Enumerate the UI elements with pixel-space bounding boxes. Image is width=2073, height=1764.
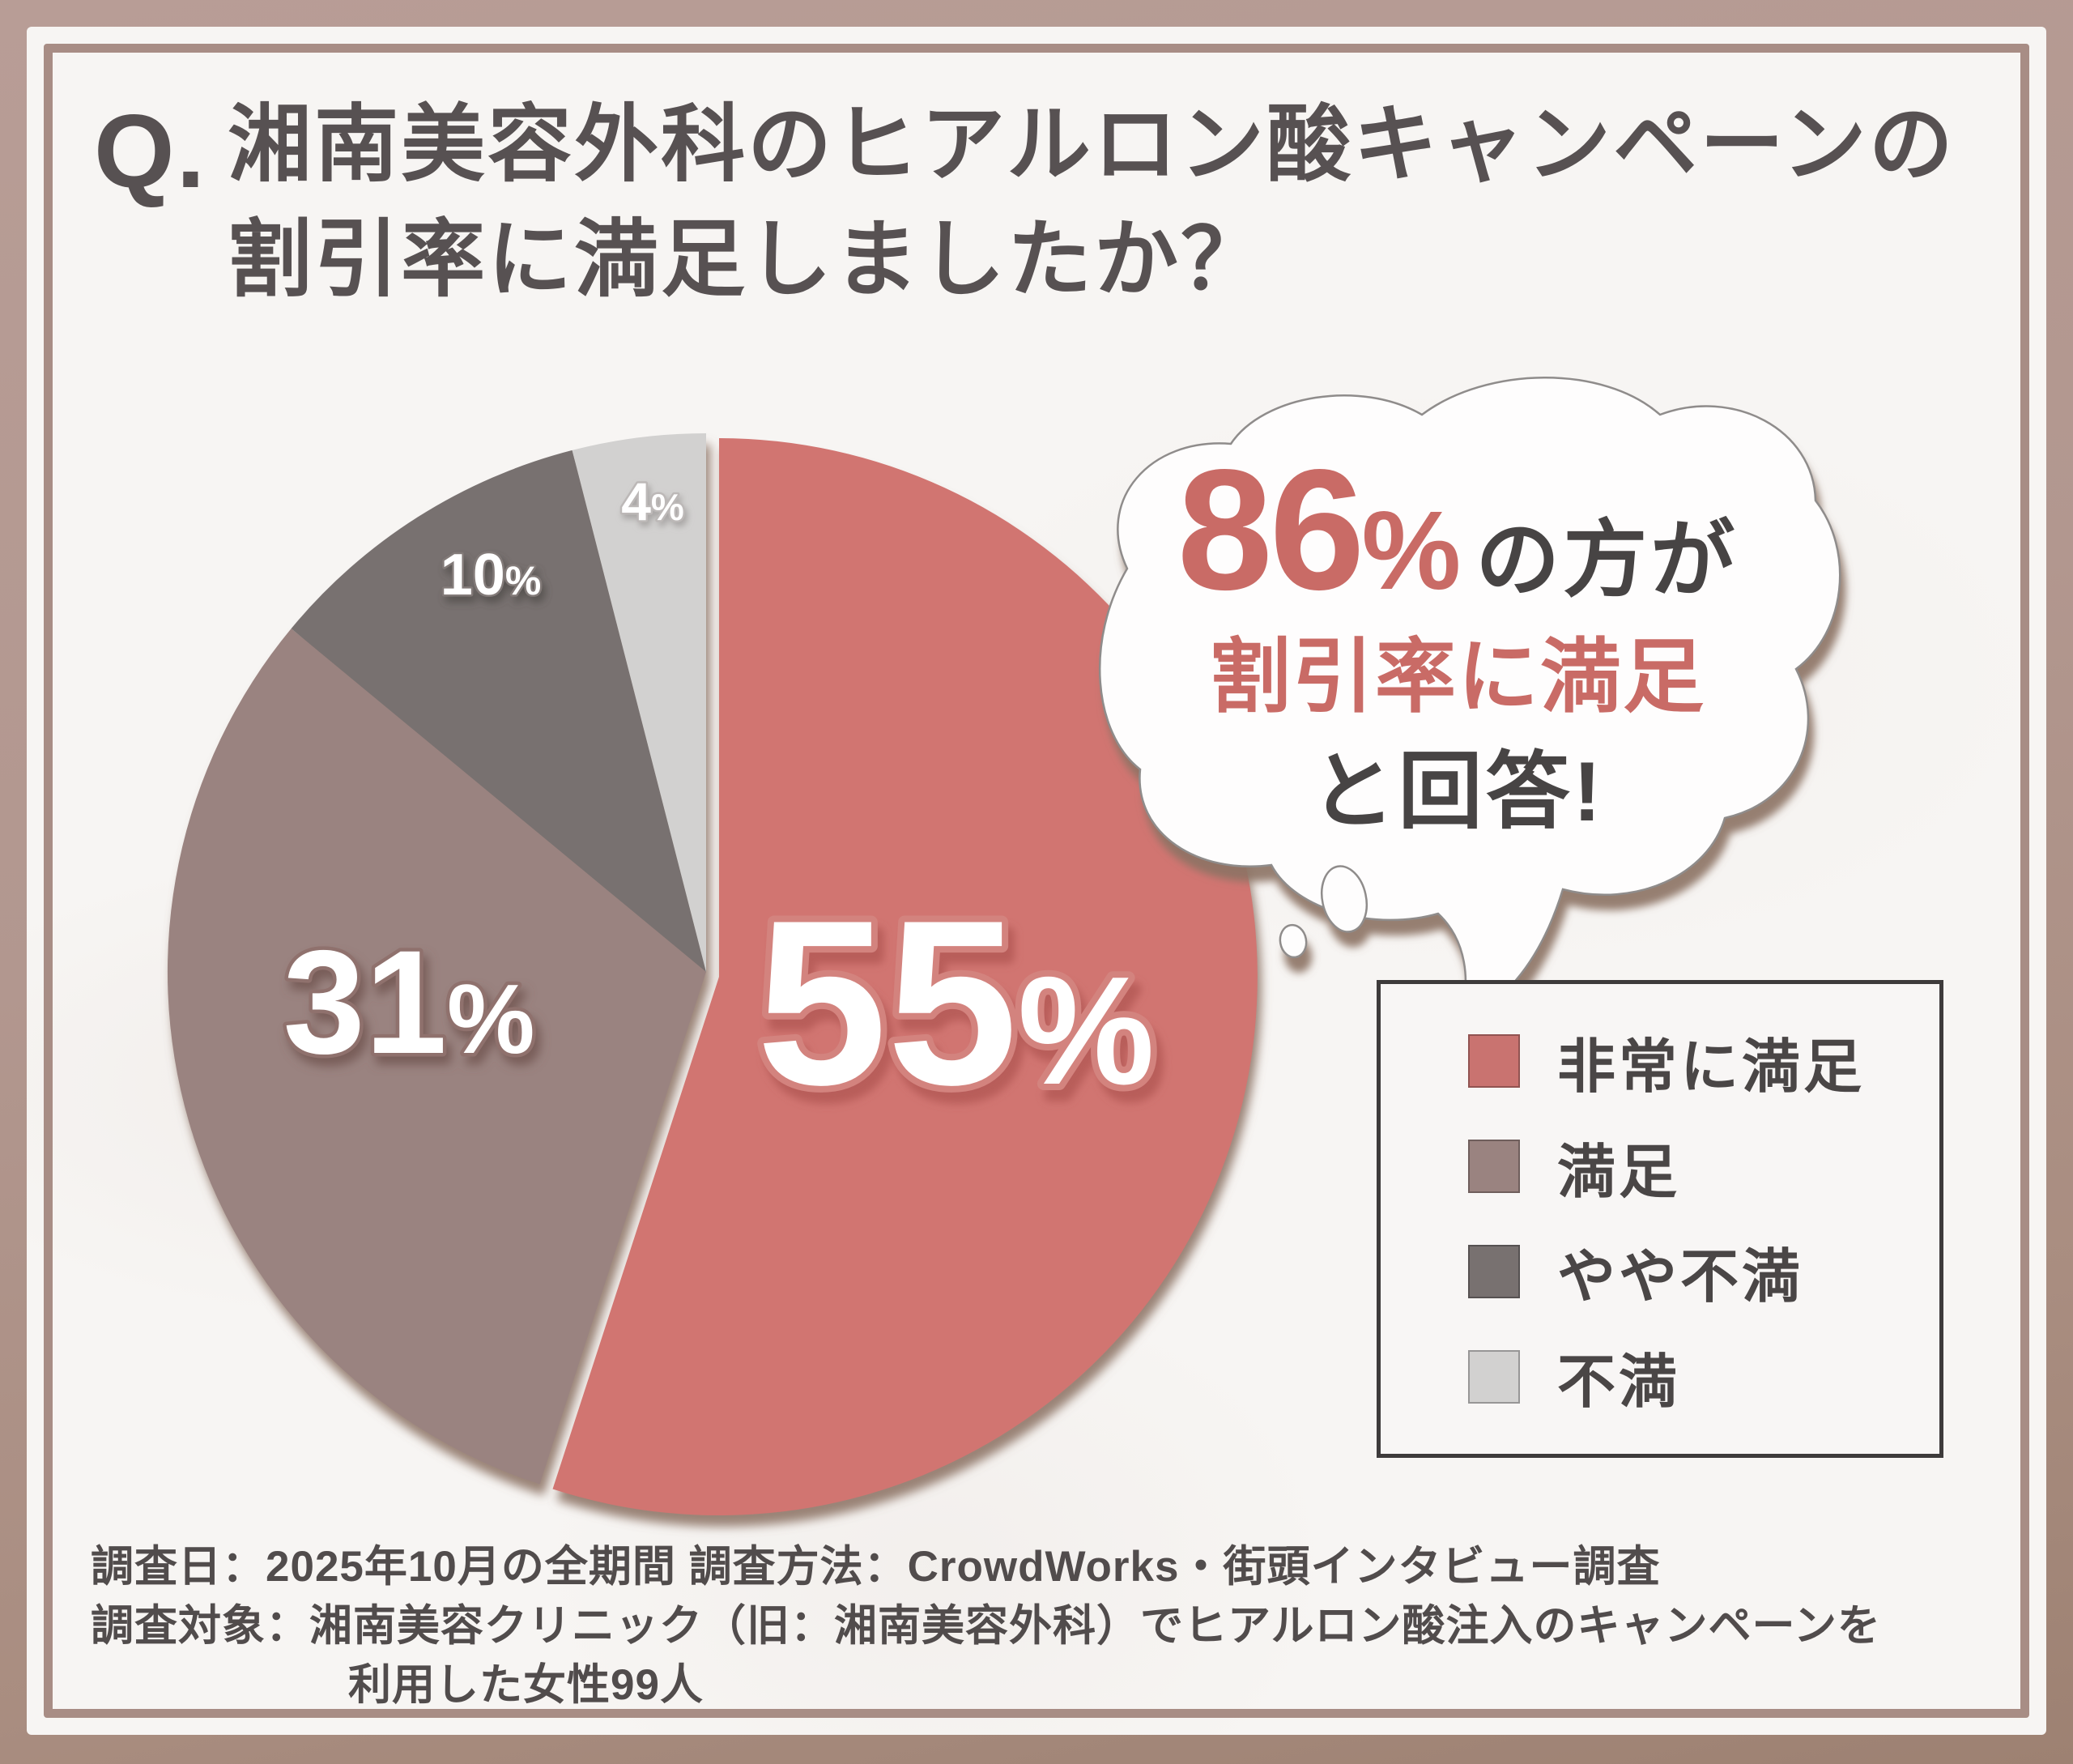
pie-label-10: 10% [441,543,542,607]
callout-text: 86% の方が 割引率に満足 と回答! [1085,444,1830,839]
legend-label-yaya-fuman: やや不満 [1557,1245,1804,1310]
footnote-line-3: 利用した女性99人 [348,1661,704,1709]
pie-slice-fuman [572,433,706,972]
question-line-2: 割引率に満足しましたか？ [228,213,1268,307]
thought-bubble-cloud [1098,377,1841,1025]
survey-footnote: 調査日：2025年10月の全期間 調査方法：CrowdWorks・街頭インタビュ… [91,1537,1986,1715]
legend-item-yaya-fuman: やや不満 [1468,1229,1939,1314]
footnote-line-2: 調査対象：湘南美容クリニック（旧：湘南美容外科）でヒアルロン酸注入のキャンペーン… [91,1602,1881,1650]
legend-item-fuman: 不満 [1468,1334,1939,1419]
callout-line-3: と回答! [1310,745,1605,839]
legend-swatch-manzoku [1468,1140,1520,1194]
legend-label-manzoku: 満足 [1557,1140,1681,1205]
pie-slices-rest [167,433,707,1485]
legend-swatch-hijo-ni-manzoku [1468,1034,1520,1089]
legend-swatch-fuman [1468,1349,1520,1404]
thought-bubble [1098,377,1841,1025]
question-prefix: Q. [94,94,207,210]
legend-label-hijo-ni-manzoku: 非常に満足 [1557,1034,1866,1100]
legend-item-manzoku: 満足 [1468,1124,1939,1209]
pie-slice-yaya-fuman [291,450,707,972]
legend-swatch-yaya-fuman [1468,1244,1520,1298]
callout-stat-unit: % [1361,488,1462,613]
thought-bubble-dot-small [1279,923,1308,959]
pie-label-4: 4% [621,471,684,531]
callout-stat: 86 [1177,433,1365,625]
question-text: 湘南美容外科のヒアルロン酸キャンペーンの 割引率に満足しましたか？ [228,87,1956,317]
question-line-1: 湘南美容外科のヒアルロン酸キャンペーンの [228,98,1956,192]
legend-item-hijo-ni-manzoku: 非常に満足 [1468,1019,1939,1104]
callout-line-2: 割引率に満足 [1210,632,1705,722]
footnote-line-1: 調査日：2025年10月の全期間 調査方法：CrowdWorks・街頭インタビュ… [91,1543,1661,1591]
callout-suffix: の方が [1475,513,1739,607]
callout-line-1: 86% の方が [1177,444,1739,616]
pie-label-55: 55% [756,871,1155,1134]
pie-slice-hijo-ni-manzoku [552,438,1258,1515]
page-title: Q. 湘南美容外科のヒアルロン酸キャンペーンの 割引率に満足しましたか？ [94,87,1956,317]
pie-slice-manzoku [167,628,707,1485]
thought-bubble-dot-large [1320,865,1369,933]
pie-label-31: 31% [283,919,535,1084]
chart-legend: 非常に満足 満足 やや不満 不満 [1377,980,1943,1458]
legend-label-fuman: 不満 [1557,1350,1681,1416]
